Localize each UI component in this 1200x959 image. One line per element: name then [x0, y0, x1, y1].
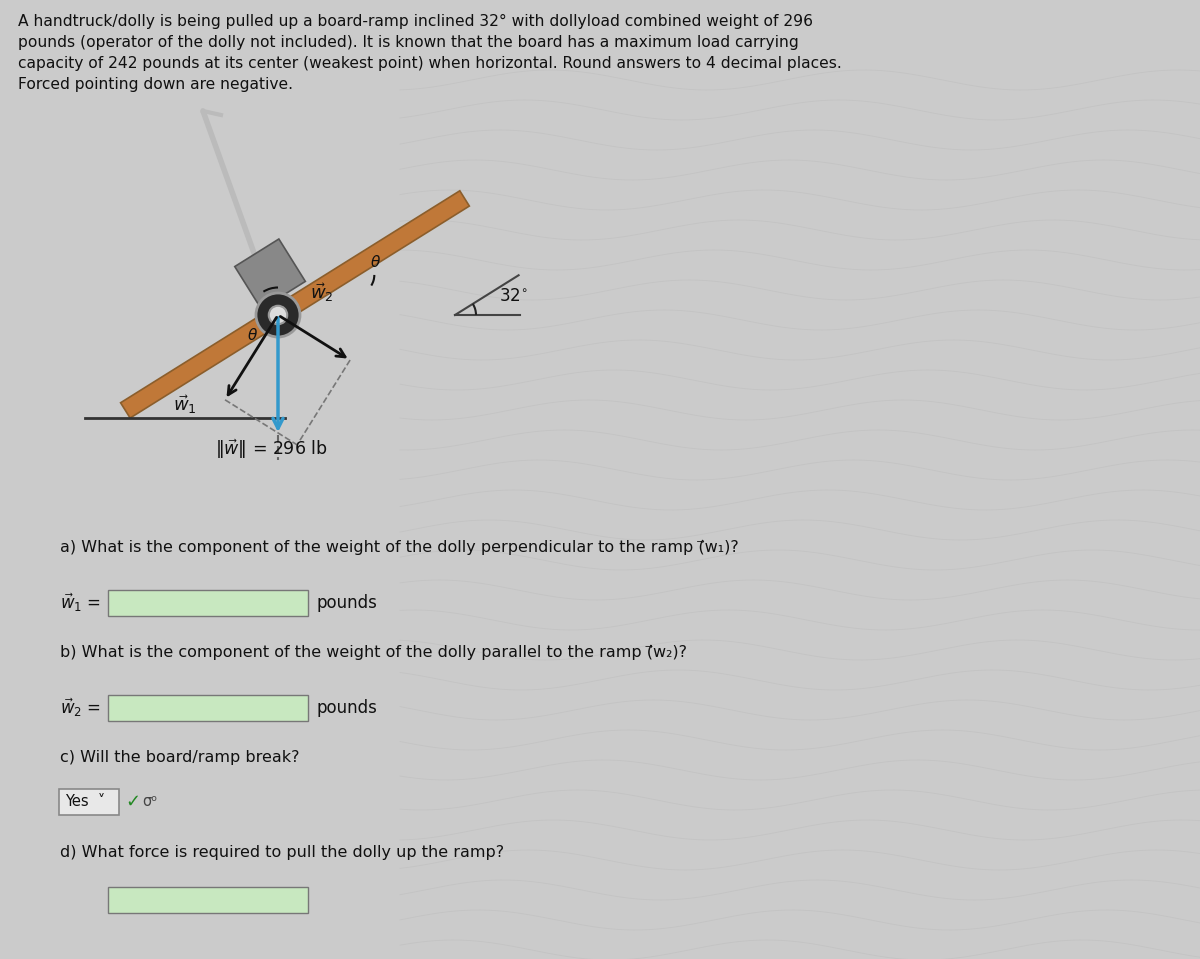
Text: $\|\vec{w}\|$ = 296 lb: $\|\vec{w}\|$ = 296 lb [215, 437, 328, 461]
Text: c) Will the board/ramp break?: c) Will the board/ramp break? [60, 750, 300, 765]
Text: $\theta$: $\theta$ [247, 327, 258, 343]
FancyBboxPatch shape [108, 695, 308, 721]
Text: σᵒ: σᵒ [142, 794, 157, 809]
Circle shape [269, 306, 287, 324]
Text: d) What force is required to pull the dolly up the ramp?: d) What force is required to pull the do… [60, 845, 504, 860]
Text: $\vec{w}_1$: $\vec{w}_1$ [173, 393, 197, 416]
Text: Yes  ˅: Yes ˅ [65, 794, 106, 809]
FancyBboxPatch shape [108, 887, 308, 913]
Polygon shape [235, 239, 305, 309]
Text: a) What is the component of the weight of the dolly perpendicular to the ramp (⃗: a) What is the component of the weight o… [60, 540, 739, 555]
Text: pounds: pounds [316, 699, 377, 717]
Text: $\vec{w}_1$ =: $\vec{w}_1$ = [60, 592, 101, 615]
Text: $\theta$: $\theta$ [371, 254, 382, 269]
FancyBboxPatch shape [108, 590, 308, 616]
Text: $\vec{w}_2$ =: $\vec{w}_2$ = [60, 697, 101, 719]
Text: $32^{\circ}$: $32^{\circ}$ [499, 287, 528, 305]
Text: b) What is the component of the weight of the dolly parallel to the ramp (⃗w₂)?: b) What is the component of the weight o… [60, 645, 686, 660]
Text: $\vec{w}_2$: $\vec{w}_2$ [310, 282, 334, 304]
Text: pounds: pounds [316, 594, 377, 612]
Polygon shape [120, 191, 469, 418]
Text: ✓: ✓ [125, 793, 140, 811]
FancyBboxPatch shape [59, 789, 119, 815]
Circle shape [256, 293, 300, 337]
Text: A handtruck/dolly is being pulled up a board-ramp inclined 32° with dollyload co: A handtruck/dolly is being pulled up a b… [18, 14, 841, 92]
